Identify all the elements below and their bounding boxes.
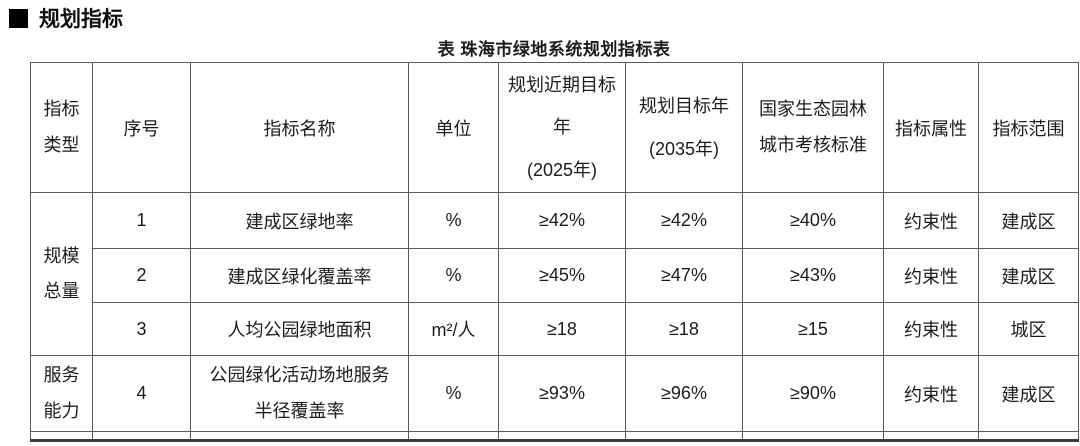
- cell-empty: [742, 431, 884, 442]
- header-indicator-name: 指标名称: [190, 62, 409, 193]
- cell-empty: [498, 431, 626, 442]
- cell-national: ≥90%: [742, 355, 884, 432]
- cell-scope: 建成区: [978, 248, 1079, 303]
- cell-no: 1: [92, 192, 191, 249]
- cell-attr: 约束性: [883, 192, 979, 249]
- cell-no: 3: [92, 302, 191, 356]
- cell-empty: [92, 431, 191, 442]
- cell-attr: 约束性: [883, 355, 979, 432]
- table-header-row: 指标 类型 序号 指标名称 单位 规划近期目标 年 (2025年) 规划目标年 …: [30, 62, 1079, 193]
- cell-empty: [30, 431, 93, 442]
- cell-near: ≥93%: [498, 355, 626, 432]
- header-unit: 单位: [408, 62, 499, 193]
- cell-unit: %: [408, 248, 499, 303]
- cell-name: 人均公园绿地面积: [190, 302, 409, 356]
- section-heading: 规划指标: [9, 3, 123, 33]
- table-row-partial: [30, 431, 1079, 442]
- header-indicator-scope: 指标范围: [978, 62, 1079, 193]
- cell-national: ≥43%: [742, 248, 884, 303]
- cell-no: 2: [92, 248, 191, 303]
- header-national-standard: 国家生态园林 城市考核标准: [742, 62, 884, 193]
- indicator-table: 指标 类型 序号 指标名称 单位 规划近期目标 年 (2025年) 规划目标年 …: [30, 62, 1079, 442]
- cell-name: 建成区绿化覆盖率: [190, 248, 409, 303]
- cell-attr: 约束性: [883, 302, 979, 356]
- header-near-target-year: 规划近期目标 年 (2025年): [498, 62, 626, 193]
- cell-target: ≥47%: [625, 248, 743, 303]
- cell-name: 建成区绿地率: [190, 192, 409, 249]
- header-target-year: 规划目标年 (2035年): [625, 62, 743, 193]
- cell-target: ≥42%: [625, 192, 743, 249]
- cell-scope: 建成区: [978, 355, 1079, 432]
- cell-unit: %: [408, 355, 499, 432]
- table-row: 3 人均公园绿地面积 m²/人 ≥18 ≥18 ≥15 约束性 城区: [31, 302, 1079, 356]
- cell-empty: [408, 431, 499, 442]
- header-indicator-attr: 指标属性: [883, 62, 979, 193]
- cell-unit: m²/人: [408, 302, 499, 356]
- table-row: 规模 总量 1 建成区绿地率 % ≥42% ≥42% ≥40% 约束性 建成区: [30, 192, 1079, 356]
- table-caption: 表 珠海市绿地系统规划指标表: [437, 40, 671, 59]
- cell-empty: [978, 431, 1079, 442]
- cell-empty: [625, 431, 743, 442]
- cell-name: 公园绿化活动场地服务 半径覆盖率: [190, 355, 409, 432]
- section-title-text: 规划指标: [39, 8, 123, 31]
- cell-near: ≥42%: [498, 192, 626, 249]
- cell-attr: 约束性: [883, 248, 979, 303]
- cell-near: ≥45%: [498, 248, 626, 303]
- header-serial-number: 序号: [92, 62, 191, 193]
- cell-target: ≥96%: [625, 355, 743, 432]
- cell-scope: 城区: [978, 302, 1079, 356]
- cell-national: ≥40%: [742, 192, 884, 249]
- cell-national: ≥15: [742, 302, 884, 356]
- group-label-service: 服务 能力: [30, 355, 93, 432]
- cell-target: ≥18: [625, 302, 743, 356]
- cell-empty: [190, 431, 409, 442]
- table-row: 服务 能力 4 公园绿化活动场地服务 半径覆盖率 % ≥93% ≥96% ≥90…: [30, 355, 1079, 432]
- table-row: 2 建成区绿化覆盖率 % ≥45% ≥47% ≥43% 约束性 建成区: [31, 248, 1079, 303]
- cell-no: 4: [92, 355, 191, 432]
- group-label-scale: 规模 总量: [30, 192, 93, 356]
- section-bullet-icon: [9, 8, 28, 28]
- cell-near: ≥18: [498, 302, 626, 356]
- header-indicator-type: 指标 类型: [30, 62, 93, 193]
- cell-empty: [883, 431, 979, 442]
- cell-unit: %: [408, 192, 499, 249]
- cell-scope: 建成区: [978, 192, 1079, 249]
